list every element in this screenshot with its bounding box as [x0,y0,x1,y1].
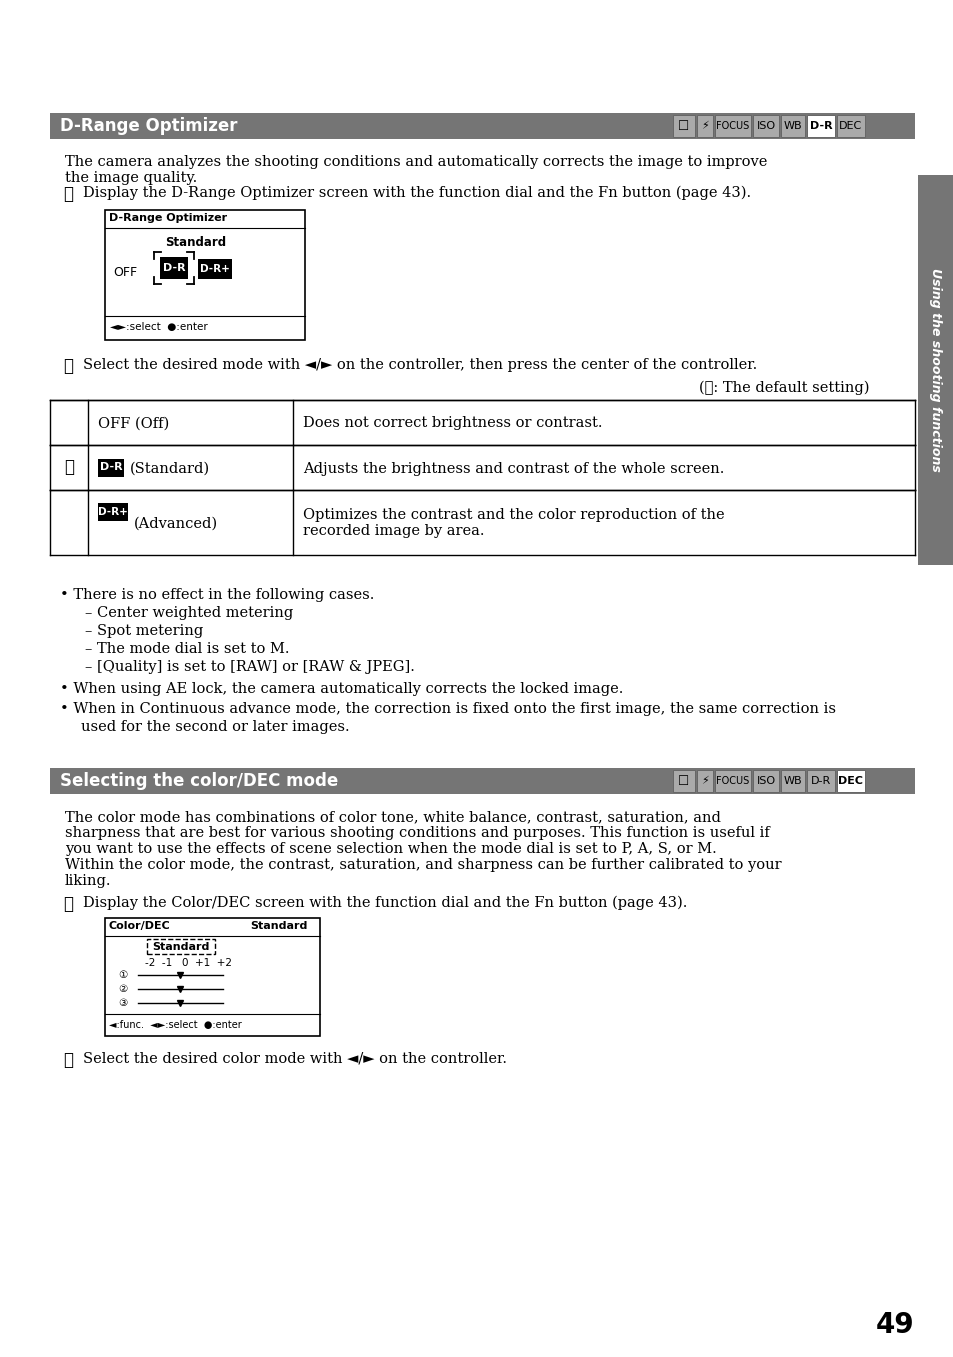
Text: ◄►:select  ●:enter: ◄►:select ●:enter [110,322,208,332]
Text: sharpness that are best for various shooting conditions and purposes. This funct: sharpness that are best for various shoo… [65,826,769,840]
Text: Selecting the color/DEC mode: Selecting the color/DEC mode [60,772,338,790]
Text: D-Range Optimizer: D-Range Optimizer [60,117,237,134]
Bar [147,939,214,954]
Text: OFF (Off): OFF (Off) [98,417,169,430]
Text: ☐: ☐ [678,119,689,133]
Text: Optimizes the contrast and the color reproduction of the: Optimizes the contrast and the color rep… [303,509,724,522]
Text: ⚡: ⚡ [700,121,708,132]
Bar [105,917,319,1035]
Text: – The mode dial is set to M.: – The mode dial is set to M. [85,642,289,655]
Text: Display the D-Range Optimizer screen with the function dial and the Fn button (p: Display the D-Range Optimizer screen wit… [83,186,750,201]
Text: 49: 49 [875,1311,913,1339]
Bar [50,445,914,490]
Text: FOCUS: FOCUS [716,776,749,786]
Text: used for the second or later images.: used for the second or later images. [81,721,349,734]
Bar [697,769,712,792]
Text: ◄:func.  ◄►:select  ●:enter: ◄:func. ◄►:select ●:enter [109,1020,241,1030]
Text: ☐: ☐ [678,775,689,787]
Bar [714,115,750,137]
Text: (Standard): (Standard) [130,461,210,475]
Text: D-R: D-R [163,263,185,273]
Text: recorded image by area.: recorded image by area. [303,525,484,539]
Bar [160,256,188,280]
Text: OFF: OFF [112,266,137,280]
Text: WB: WB [782,121,801,132]
Text: The color mode has combinations of color tone, white balance, contrast, saturati: The color mode has combinations of color… [65,810,720,824]
Text: WB: WB [782,776,801,786]
Text: Select the desired color mode with ◄/► on the controller.: Select the desired color mode with ◄/► o… [83,1052,506,1067]
Text: DEC: DEC [839,121,862,132]
Bar [105,210,305,341]
Text: DEC: DEC [838,776,862,786]
Text: Standard: Standard [250,921,307,931]
Text: Color/DEC: Color/DEC [109,921,171,931]
Text: – Spot metering: – Spot metering [85,624,203,638]
Text: – Center weighted metering: – Center weighted metering [85,607,293,620]
Text: Does not correct brightness or contrast.: Does not correct brightness or contrast. [303,417,602,430]
Text: • There is no effect in the following cases.: • There is no effect in the following ca… [60,588,374,603]
Text: (Advanced): (Advanced) [133,517,218,531]
Bar [198,259,232,280]
Bar [752,115,779,137]
Text: Select the desired mode with ◄/► on the controller, then press the center of the: Select the desired mode with ◄/► on the … [83,358,757,372]
Bar [98,503,128,521]
Bar [806,115,834,137]
Bar [714,769,750,792]
Bar [50,768,914,794]
Text: D-R+: D-R+ [98,508,128,517]
Text: The camera analyzes the shooting conditions and automatically corrects the image: The camera analyzes the shooting conditi… [65,155,766,170]
Text: – [Quality] is set to [RAW] or [RAW & JPEG].: – [Quality] is set to [RAW] or [RAW & JP… [85,660,415,674]
Bar [836,115,864,137]
Bar [672,115,695,137]
Text: Within the color mode, the contrast, saturation, and sharpness can be further ca: Within the color mode, the contrast, sat… [65,858,781,873]
Bar [836,769,864,792]
Text: Standard: Standard [152,942,210,951]
Bar [50,113,914,138]
Text: the image quality.: the image quality. [65,171,197,185]
Bar [697,115,712,137]
Text: D-R+: D-R+ [200,265,230,274]
Text: ①: ① [118,970,128,980]
Text: ①: ① [63,186,73,204]
Bar [98,459,124,476]
Text: D-R: D-R [809,121,831,132]
Text: ②: ② [118,984,128,993]
Bar [806,769,834,792]
Text: liking.: liking. [65,874,112,887]
Text: Display the Color/DEC screen with the function dial and the Fn button (page 43).: Display the Color/DEC screen with the fu… [83,896,687,911]
Text: ✓: ✓ [64,459,74,476]
Text: ②: ② [63,358,73,375]
Text: (✓: The default setting): (✓: The default setting) [699,381,869,395]
Bar [781,769,804,792]
Text: ISO: ISO [756,121,775,132]
Bar [672,769,695,792]
Text: ②: ② [63,1052,73,1069]
Text: ISO: ISO [756,776,775,786]
Text: ⚡: ⚡ [700,776,708,786]
Text: D-Range Optimizer: D-Range Optimizer [109,213,227,223]
Text: -2  -1   0  +1  +2: -2 -1 0 +1 +2 [145,958,232,968]
Text: Using the shooting functions: Using the shooting functions [928,269,942,472]
Text: you want to use the effects of scene selection when the mode dial is set to P, A: you want to use the effects of scene sel… [65,841,716,856]
Bar [781,115,804,137]
Bar [50,490,914,555]
Bar [752,769,779,792]
Text: ①: ① [63,896,73,913]
Bar [50,400,914,445]
Text: D-R: D-R [99,463,122,472]
Text: FOCUS: FOCUS [716,121,749,132]
Text: • When in Continuous advance mode, the correction is fixed onto the first image,: • When in Continuous advance mode, the c… [60,702,835,716]
Text: • When using AE lock, the camera automatically corrects the locked image.: • When using AE lock, the camera automat… [60,683,622,696]
Text: ③: ③ [118,997,128,1008]
Text: D-R: D-R [810,776,830,786]
Bar [917,175,953,565]
Text: Adjusts the brightness and contrast of the whole screen.: Adjusts the brightness and contrast of t… [303,461,723,475]
Text: Standard: Standard [165,236,226,248]
